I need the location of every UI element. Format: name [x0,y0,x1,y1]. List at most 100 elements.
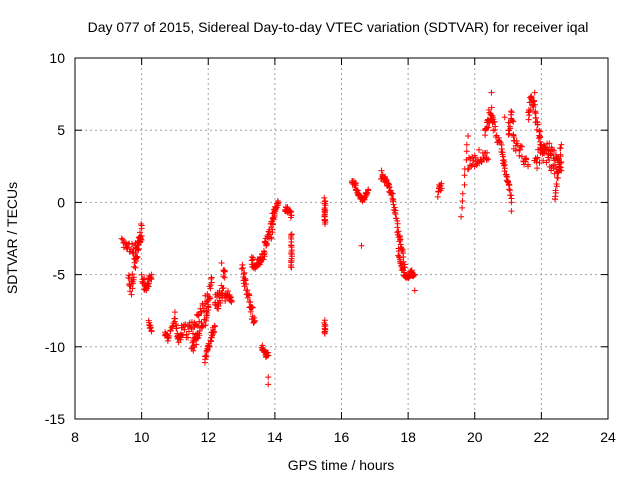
data-point [228,299,235,306]
data-point [509,117,516,124]
data-point [498,146,505,153]
data-point [202,317,209,324]
data-point [265,374,272,381]
data-point [554,174,561,181]
data-point [137,234,144,241]
data-point [551,170,558,177]
data-point [244,287,251,294]
data-point [547,152,554,159]
data-point [269,226,276,233]
data-point [169,323,176,330]
data-point [148,327,155,334]
data-point [124,244,131,251]
data-point [251,317,258,324]
data-point [134,254,141,261]
data-point [411,271,418,278]
data-point [215,305,222,312]
data-point [203,312,210,319]
data-point [211,323,218,330]
data-point [321,194,328,201]
data-point [557,145,564,152]
data-point [507,125,514,132]
data-point [265,352,272,359]
x-tick-label: 14 [267,429,283,445]
data-point [261,249,268,256]
data-point [205,301,212,308]
data-point [531,89,538,96]
data-point [138,271,145,278]
data-point [228,294,235,301]
data-point [125,272,132,279]
data-point [458,213,465,220]
data-point [534,154,541,161]
data-point [514,142,521,149]
data-point [207,338,214,345]
x-tick-label: 16 [334,429,350,445]
data-point [495,134,502,141]
data-point [167,327,174,334]
data-point [247,308,254,315]
data-point [173,325,180,332]
data-point [525,163,532,170]
x-axis-label: GPS time / hours [288,457,395,473]
data-point [556,164,563,171]
data-point [459,197,466,204]
data-point [501,167,508,174]
data-point [246,292,253,299]
data-point [195,330,202,337]
data-point [508,109,515,116]
data-point [485,124,492,131]
data-point [523,155,530,162]
data-point [248,304,255,311]
data-point [393,215,400,222]
data-point [537,138,544,145]
data-point [268,234,275,241]
data-point [128,291,135,298]
data-point [503,171,510,178]
data-point [195,312,202,319]
data-point [358,242,365,249]
data-point [207,285,214,292]
y-tick-label: -15 [45,411,65,427]
data-point [463,148,470,155]
data-point [530,98,537,105]
data-point [505,181,512,188]
data-point [202,352,209,359]
x-tick-label: 22 [534,429,550,445]
data-point [508,199,515,206]
data-point [527,106,534,113]
data-point [205,296,212,303]
y-tick-label: -10 [45,339,65,355]
data-point [394,229,401,236]
data-point [536,127,543,134]
data-point [484,149,491,156]
data-point [270,220,277,227]
data-point [501,161,508,168]
data-point [135,246,142,253]
data-point [274,202,281,209]
data-point [525,116,532,123]
data-point [201,359,208,366]
data-point [540,157,547,164]
data-point [263,240,270,247]
data-point [488,104,495,111]
data-point [512,147,519,154]
data-point [171,309,178,316]
data-point [517,142,524,149]
data-point [180,332,187,339]
data-points [118,89,565,388]
data-point [485,156,492,163]
data-point [551,147,558,154]
data-point [535,135,542,142]
data-point [221,274,228,281]
data-point [555,168,562,175]
x-tick-label: 10 [134,429,150,445]
y-tick-label: -5 [53,267,66,283]
data-point [546,140,553,147]
data-point [218,260,225,267]
data-point [506,186,513,193]
grid [75,58,608,419]
data-point [211,329,218,336]
data-point [518,143,525,150]
